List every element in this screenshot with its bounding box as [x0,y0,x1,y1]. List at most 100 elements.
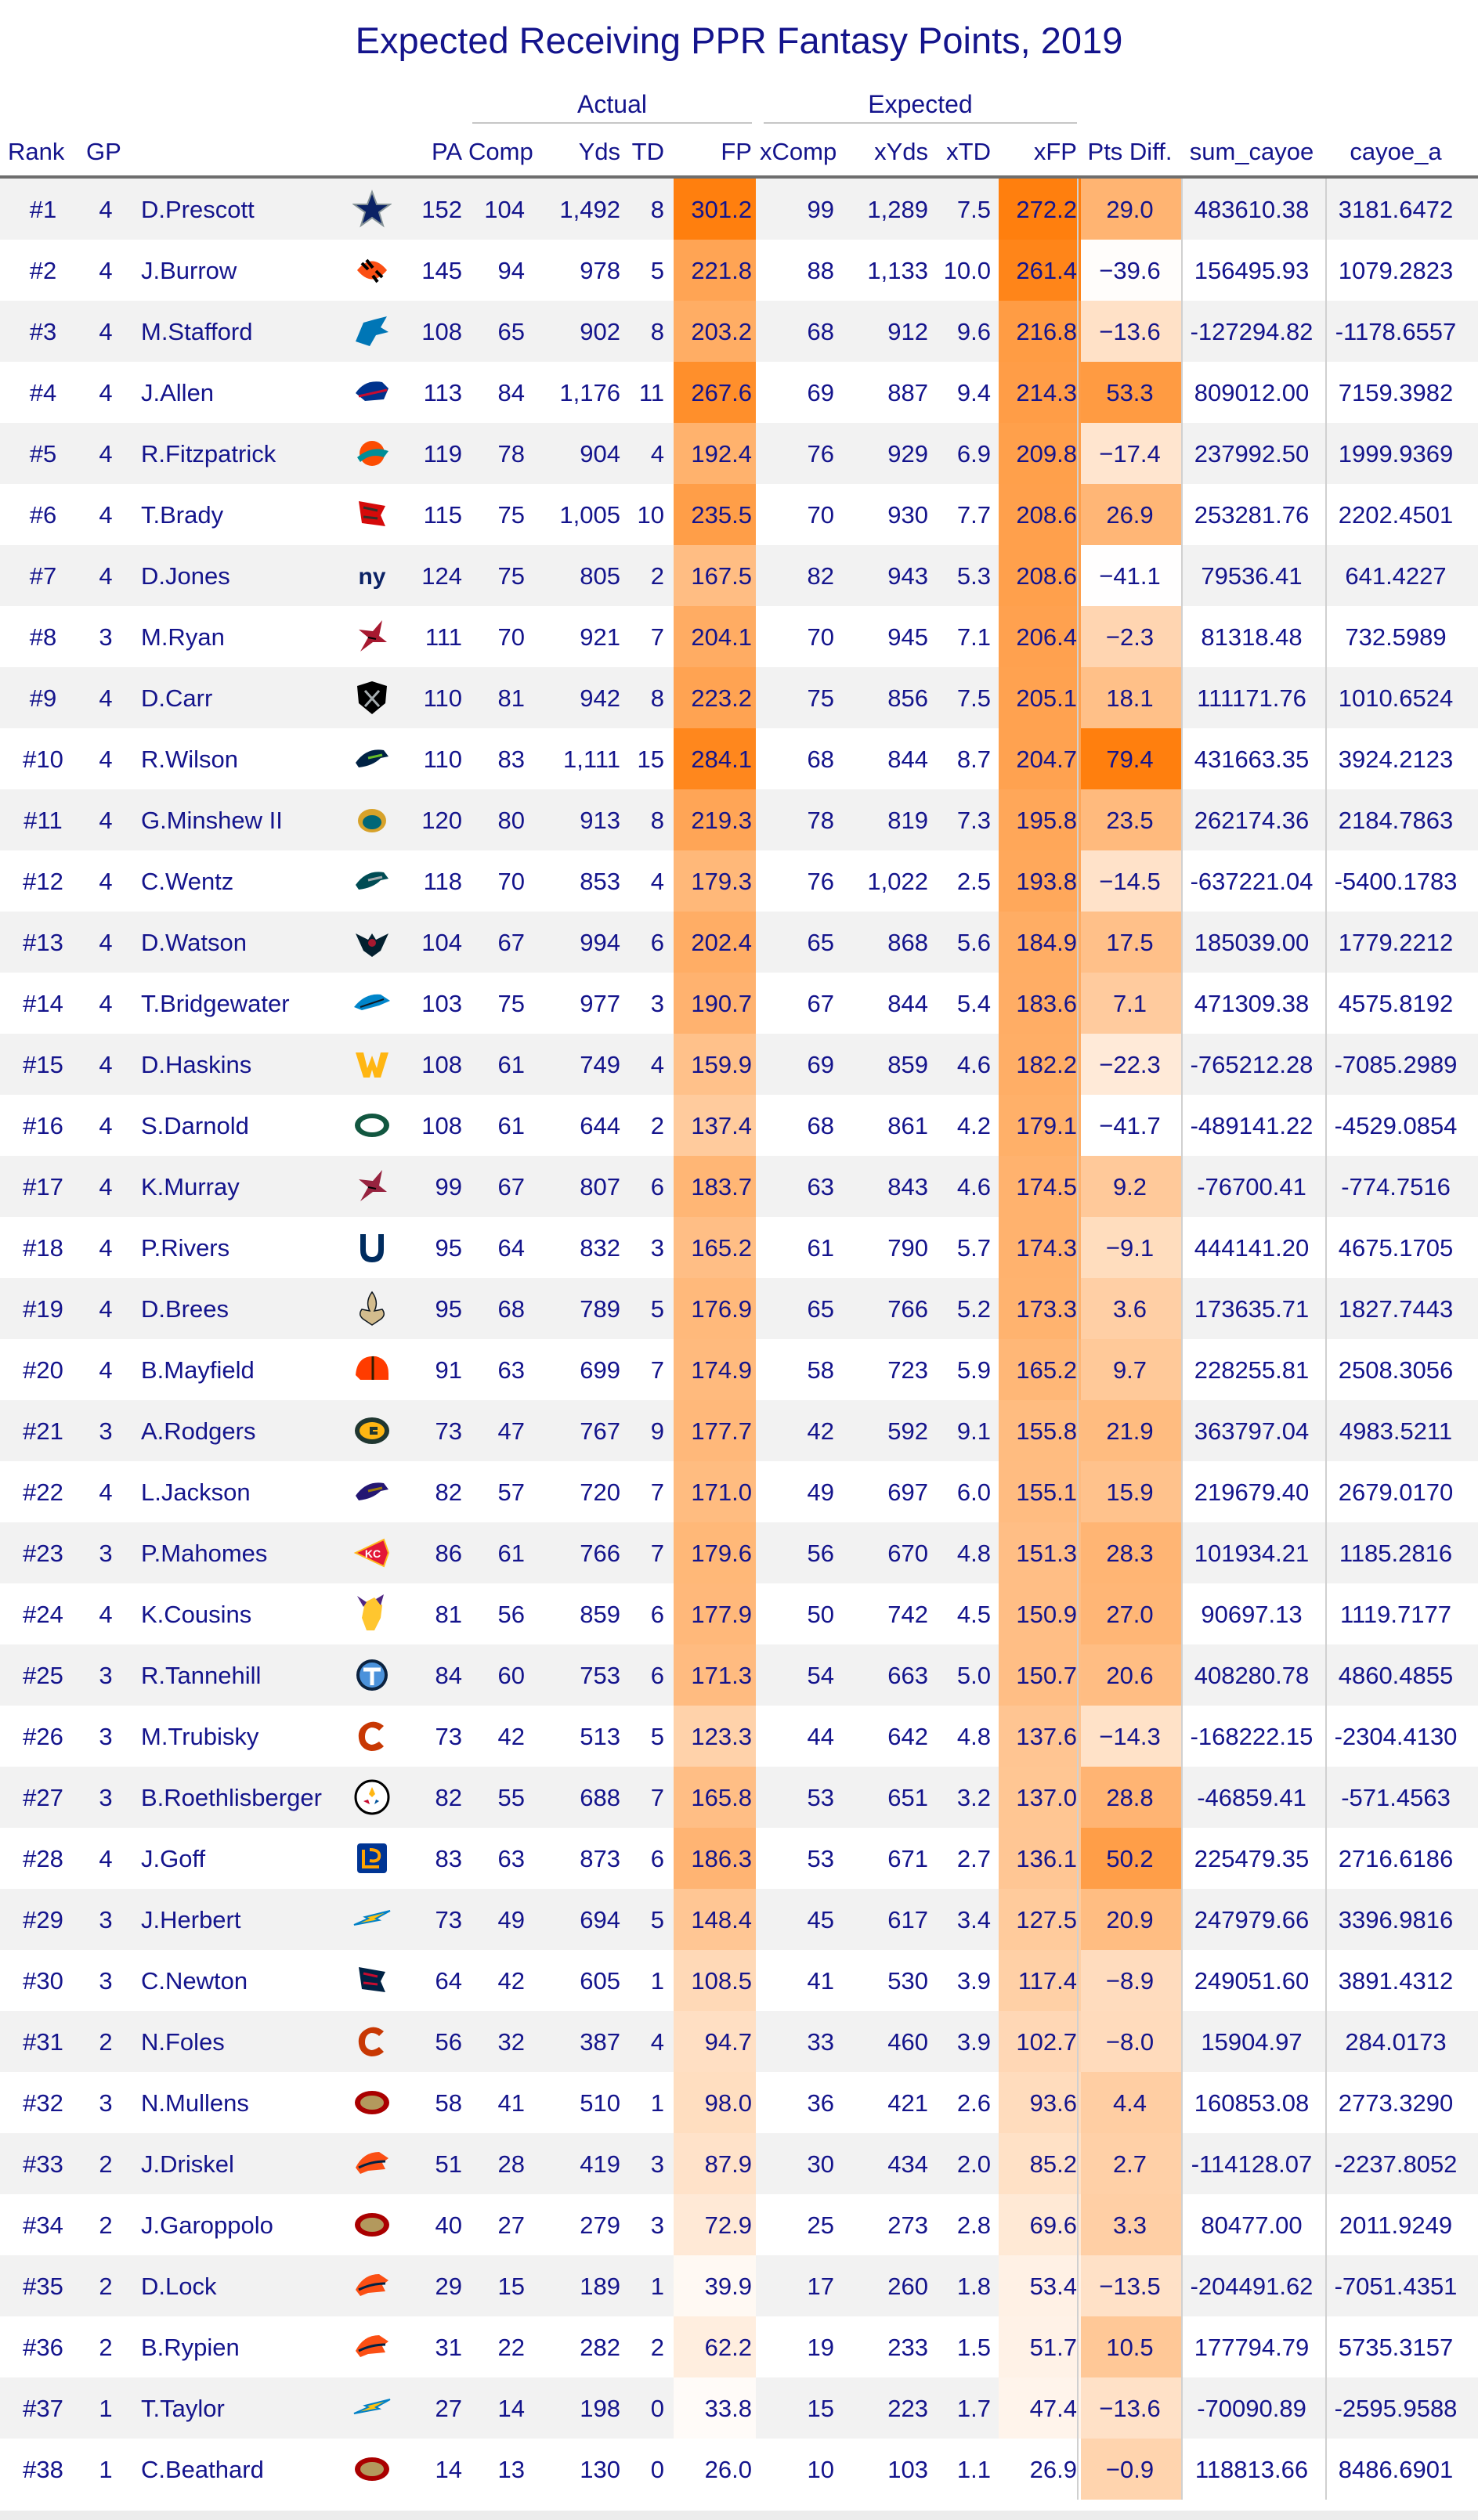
xfp-heat-cell [999,2072,1081,2133]
cell-gp: 4 [99,379,113,406]
cell-gp: 3 [99,1540,113,1567]
xfp-heat-cell [999,1828,1081,1889]
diff-heat-cell [1081,1461,1181,1522]
cell-fp: 204.1 [691,623,752,651]
cell-gp: 4 [99,1173,113,1200]
cell-player: R.Wilson [141,746,239,773]
team-logo-icon [352,251,392,290]
cell-fp: 171.3 [691,1662,752,1689]
cell-xtd: 7.7 [956,501,991,529]
cell-fp: 165.2 [691,1234,752,1262]
fp-heat-cell [674,301,756,362]
cell-td: 15 [637,746,664,773]
cell-player: J.Herbert [141,1906,241,1933]
cell-gp: 4 [99,501,113,529]
cell-sum-cayoe: 809012.00 [1194,379,1310,406]
cell-xfp: 216.8 [1016,318,1077,345]
team-logo-icon [352,1900,392,1939]
cell-xfp: 209.8 [1016,440,1077,468]
cell-comp: 22 [497,2334,525,2361]
cell-cayoe-a: 4675.1705 [1338,1234,1454,1262]
table-header: Actual Expected Rank GP PA Comp Yds TD FP xComp xY… [0,78,1478,179]
table-row: #27 3 B.Roethlisberger 82 55 688 7 165.8 53 651 3.… [0,1767,1478,1828]
cell-rank: #12 [23,868,63,895]
cell-gp: 4 [99,868,113,895]
cell-comp: 65 [497,318,525,345]
cell-diff: −41.1 [1099,562,1161,590]
cell-xfp: 93.6 [1029,2089,1077,2117]
cell-gp: 4 [99,1295,113,1323]
cell-rank: #32 [23,2089,63,2117]
fp-heat-cell [674,179,756,240]
diff-heat-cell [1081,1522,1181,1583]
cell-xyds: 943 [887,562,928,590]
cell-gp: 3 [99,1662,113,1689]
cell-xtd: 7.3 [956,807,991,834]
diff-heat-cell [1081,1950,1181,2011]
column-header: FP [721,138,752,165]
cell-xtd: 4.5 [956,1601,991,1628]
fp-heat-cell [674,1706,756,1767]
fp-heat-cell [674,1583,756,1644]
cell-xcomp: 82 [807,562,834,590]
cell-xfp: 205.1 [1016,684,1077,712]
cell-pa: 51 [435,2150,462,2178]
cell-gp: 3 [99,1906,113,1933]
cell-comp: 60 [497,1662,525,1689]
cell-cayoe-a: 3396.9816 [1338,1906,1454,1933]
cell-yds: 720 [580,1478,620,1506]
cell-fp: 176.9 [691,1295,752,1323]
cell-xcomp: 53 [807,1784,834,1811]
cell-xcomp: 58 [807,1356,834,1384]
cell-cayoe-a: -774.7516 [1341,1173,1451,1200]
cell-comp: 27 [497,2211,525,2239]
cell-yds: 913 [580,807,620,834]
cell-fp: 190.7 [691,990,752,1017]
cell-xcomp: 54 [807,1662,834,1689]
cell-xcomp: 76 [807,868,834,895]
cell-pa: 104 [421,929,462,956]
cell-diff: 3.3 [1112,2211,1147,2239]
cell-xtd: 7.5 [956,684,991,712]
cell-rank: #18 [23,1234,63,1262]
cell-comp: 15 [497,2273,525,2300]
cell-xyds: 697 [887,1478,928,1506]
cell-pa: 14 [435,2456,462,2483]
cell-comp: 68 [497,1295,525,1323]
xfp-heat-cell [999,1095,1081,1156]
cell-diff: 27.0 [1106,1601,1154,1628]
cell-pa: 118 [423,868,462,895]
cell-xyds: 766 [887,1295,928,1323]
cell-xtd: 4.2 [956,1112,991,1139]
xfp-heat-cell [999,1644,1081,1706]
team-logo-icon: KC [352,1533,392,1572]
cell-diff: 15.9 [1106,1478,1154,1506]
cell-xfp: 150.9 [1016,1601,1077,1628]
cell-xtd: 9.4 [956,379,991,406]
cell-comp: 14 [497,2395,525,2422]
cell-player: C.Beathard [141,2456,264,2483]
cell-xyds: 859 [887,1051,928,1078]
cell-xfp: 182.2 [1016,1051,1077,1078]
cell-pa: 99 [435,1173,462,1200]
fp-heat-cell [674,1644,756,1706]
fp-heat-cell [674,1095,756,1156]
cell-diff: 9.2 [1112,1173,1147,1200]
team-logo-icon [352,1167,392,1206]
cell-cayoe-a: 2773.3290 [1338,2089,1454,2117]
cell-yds: 978 [580,257,620,284]
xfp-heat-cell [999,1461,1081,1522]
table-row: #24 4 K.Cousins 81 56 859 6 177.9 50 742 4.5 150.9 2… [0,1583,1478,1644]
cell-pa: 86 [435,1540,462,1567]
cell-xfp: 204.7 [1016,746,1077,773]
cell-cayoe-a: -571.4563 [1341,1784,1451,1811]
cell-sum-cayoe: 160853.08 [1194,2089,1310,2117]
column-header: TD [631,138,664,165]
cell-sum-cayoe: 225479.35 [1194,1845,1310,1872]
cell-player: D.Lock [141,2273,217,2300]
cell-comp: 83 [497,746,525,773]
cell-diff: −22.3 [1099,1051,1161,1078]
cell-pa: 81 [435,1601,462,1628]
diff-heat-cell [1081,2011,1181,2072]
cell-xyds: 844 [887,990,928,1017]
